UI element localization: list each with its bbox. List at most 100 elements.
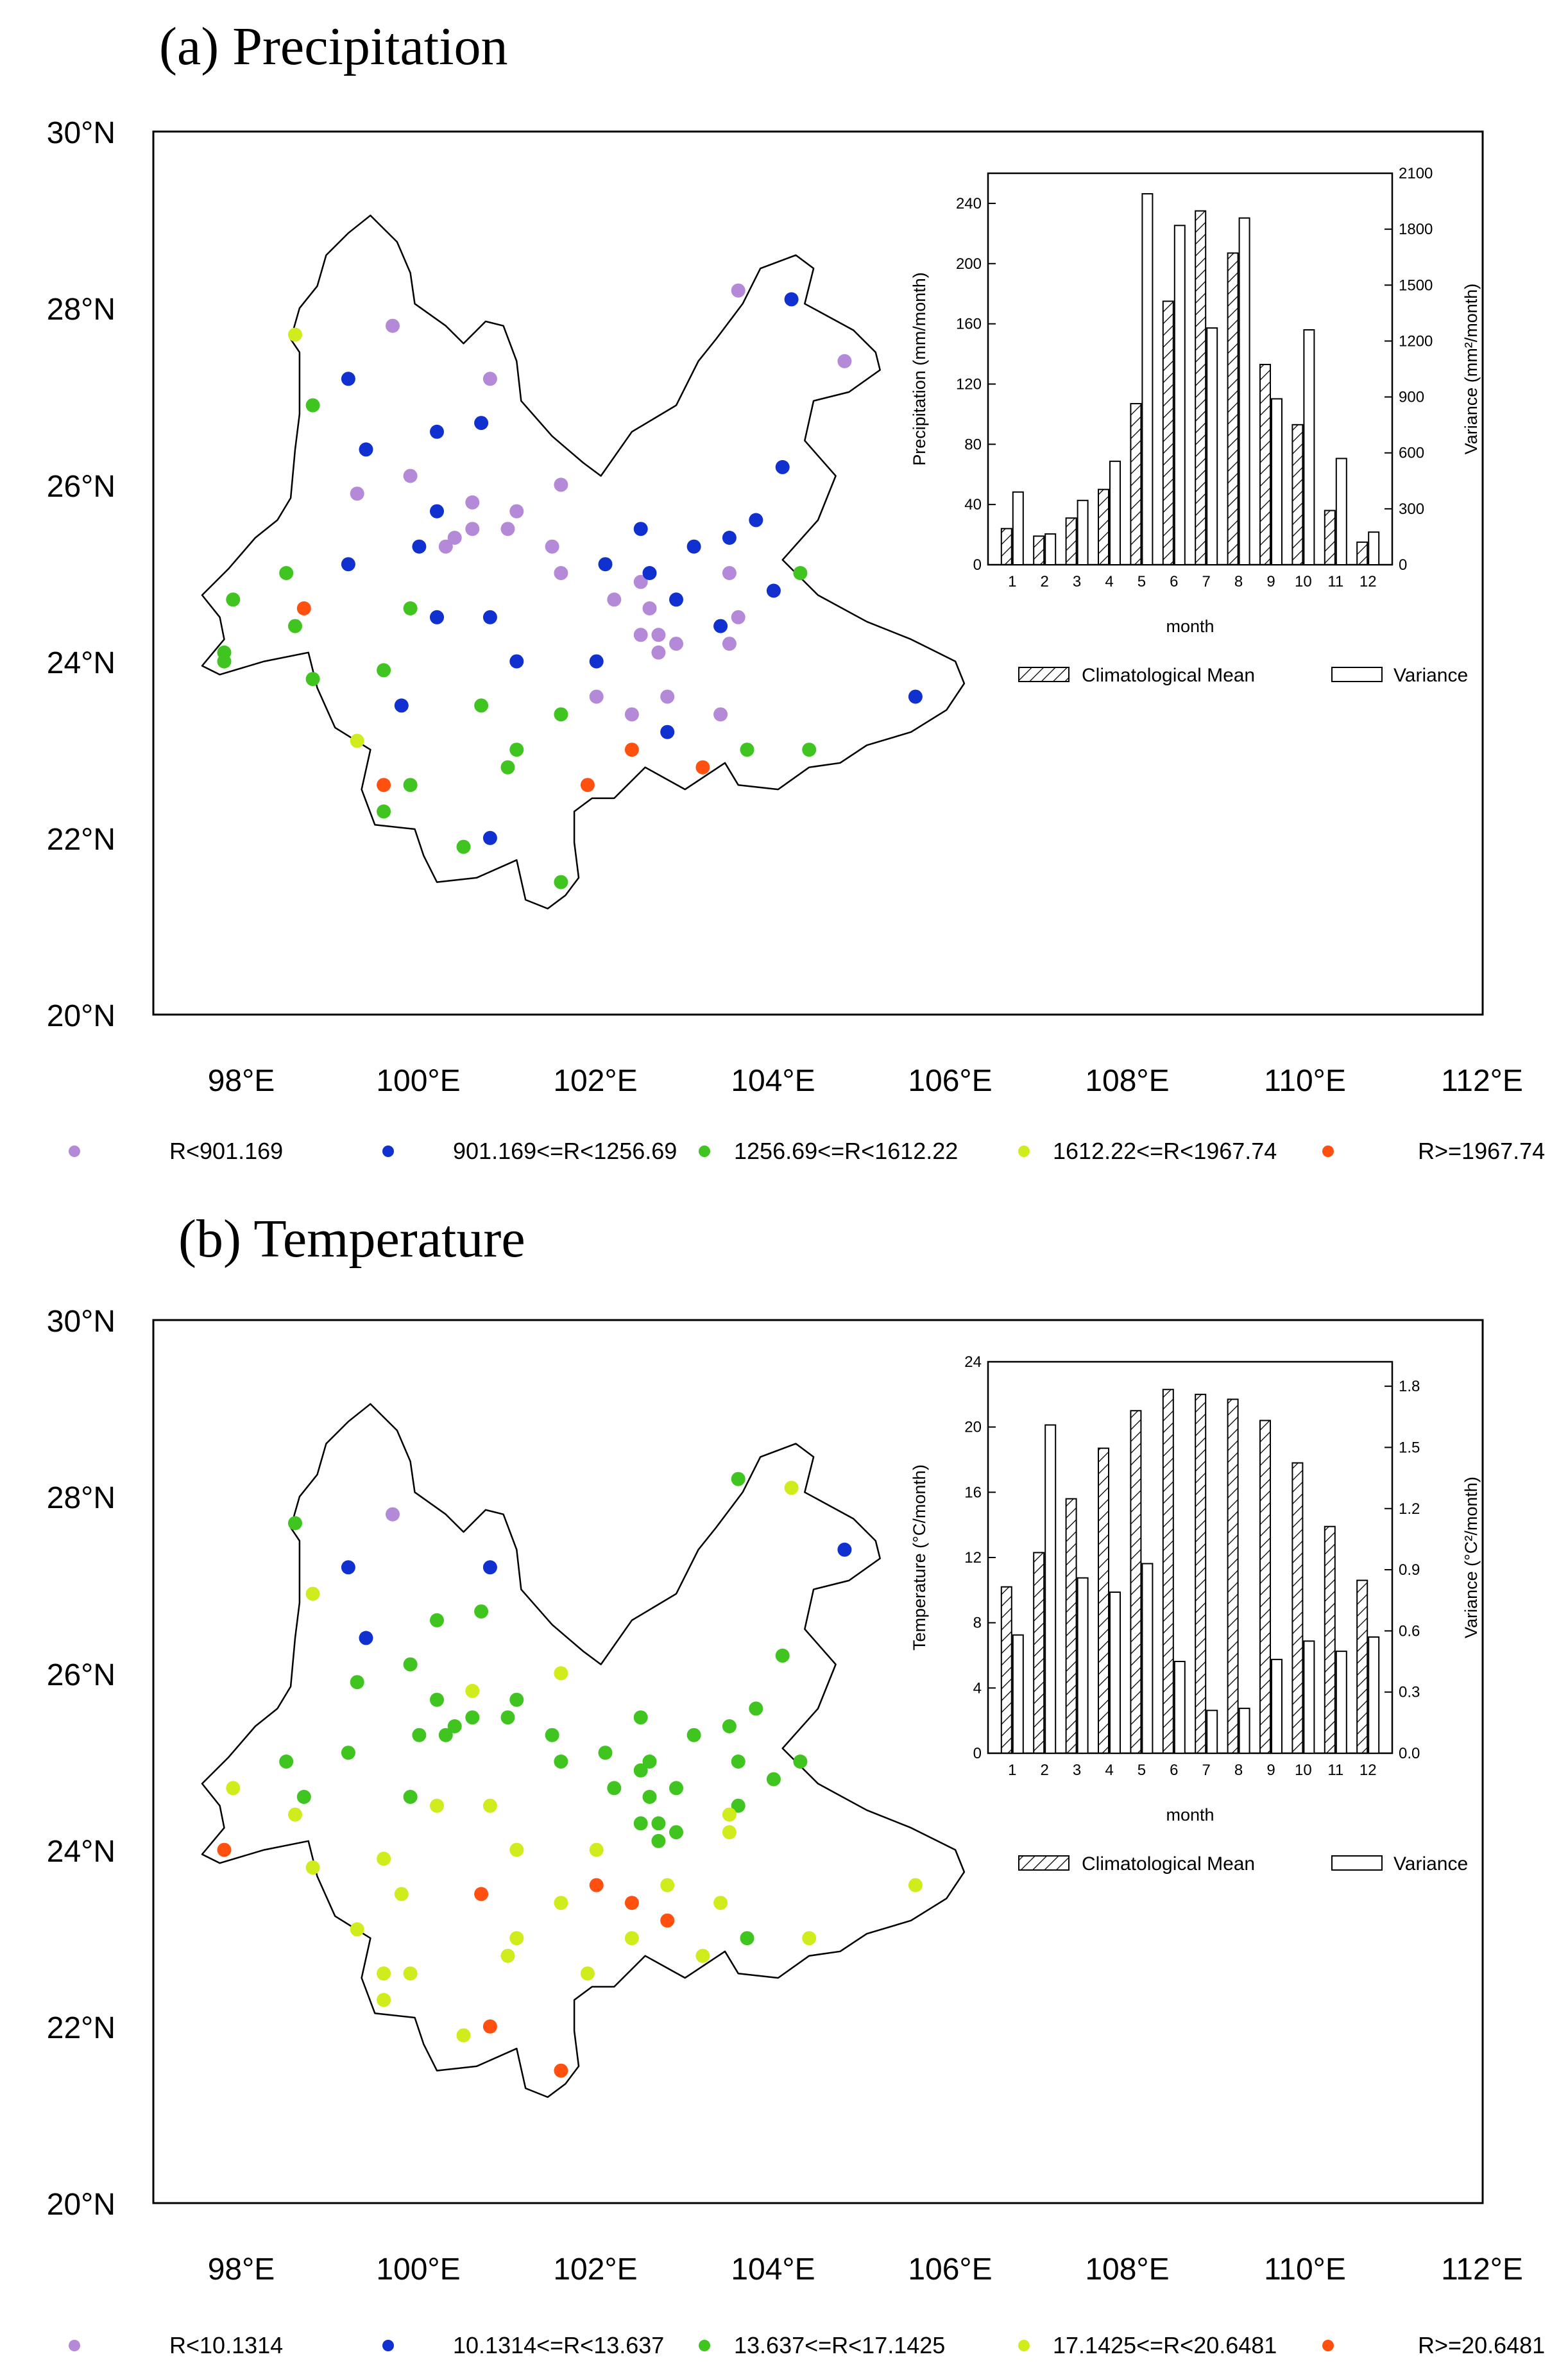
station-point bbox=[651, 628, 666, 642]
inset-legend-variance: Variance bbox=[1393, 1853, 1468, 1875]
station-points bbox=[217, 283, 923, 889]
station-point bbox=[633, 574, 648, 589]
legend-dot-class1 bbox=[69, 1146, 80, 1157]
inset-y-tick-label: 24 bbox=[964, 1353, 982, 1371]
station-point bbox=[554, 1755, 568, 1769]
station-point bbox=[749, 513, 763, 528]
inset-y2-tick-label: 2100 bbox=[1399, 165, 1433, 182]
station-point bbox=[288, 1516, 302, 1531]
station-point bbox=[482, 372, 497, 386]
mean-bar bbox=[1033, 1552, 1045, 1754]
station-point bbox=[482, 610, 497, 624]
legend-swatch-hatched bbox=[1018, 667, 1069, 682]
inset-x-tick-label: 5 bbox=[1138, 1762, 1146, 1779]
inset-y-tick-label: 0 bbox=[973, 1745, 982, 1762]
station-point bbox=[288, 1807, 302, 1822]
station-point bbox=[598, 557, 613, 572]
inset-x-tick-label: 11 bbox=[1327, 1762, 1343, 1779]
station-point bbox=[554, 875, 568, 889]
station-point bbox=[669, 637, 683, 651]
lat-tick-label: 24°N bbox=[47, 646, 115, 680]
variance-bar bbox=[1206, 1710, 1218, 1754]
lat-tick-label: 26°N bbox=[47, 470, 115, 504]
station-point bbox=[474, 1887, 489, 1901]
mean-bar bbox=[1033, 535, 1045, 566]
lat-tick-label: 30°N bbox=[47, 116, 115, 150]
inset-y2-tick-label: 1.2 bbox=[1399, 1500, 1420, 1518]
station-point bbox=[377, 1966, 391, 1981]
mean-bar bbox=[1291, 424, 1304, 565]
station-point bbox=[412, 1728, 427, 1742]
legend-dot-class1 bbox=[69, 2340, 80, 2351]
station-point bbox=[713, 619, 728, 633]
station-point bbox=[651, 645, 666, 660]
mean-bar bbox=[1162, 1389, 1174, 1754]
station-point bbox=[607, 1781, 622, 1796]
station-point bbox=[633, 1710, 648, 1725]
station-point bbox=[386, 1507, 400, 1522]
station-point bbox=[465, 522, 480, 536]
station-point bbox=[802, 742, 817, 757]
station-point bbox=[580, 778, 595, 793]
panel-title: (a) Precipitation bbox=[159, 17, 507, 76]
station-point bbox=[722, 1825, 737, 1840]
station-point bbox=[403, 778, 418, 793]
station-point bbox=[740, 742, 754, 757]
inset-y2-tick-label: 0.9 bbox=[1399, 1561, 1420, 1579]
station-point bbox=[642, 566, 657, 580]
station-point bbox=[633, 628, 648, 642]
station-point bbox=[430, 610, 444, 624]
inset-x-tick-label: 8 bbox=[1234, 573, 1243, 590]
variance-bar bbox=[1368, 531, 1380, 566]
lon-tick-label: 108°E bbox=[1085, 1064, 1169, 1098]
station-point bbox=[509, 1692, 524, 1707]
station-point bbox=[784, 1480, 799, 1495]
class-legend: R<901.169 901.169<=R<1256.69 1256.69<=R<… bbox=[69, 1138, 1545, 1164]
inset-y-tick-label: 0 bbox=[973, 556, 982, 574]
inset-x-tick-label: 3 bbox=[1073, 573, 1081, 590]
station-point bbox=[554, 707, 568, 722]
station-point bbox=[651, 1833, 666, 1848]
variance-bar bbox=[1368, 1636, 1380, 1754]
mean-bar bbox=[1065, 517, 1077, 565]
inset-y2-tick-label: 600 bbox=[1399, 445, 1424, 462]
lon-tick-label: 104°E bbox=[731, 2253, 815, 2287]
station-point bbox=[403, 601, 418, 615]
station-point bbox=[722, 566, 737, 580]
inset-y-label: Temperature (°C/month) bbox=[910, 1464, 929, 1651]
station-point bbox=[802, 1931, 817, 1946]
yunnan-boundary bbox=[201, 214, 966, 910]
station-point bbox=[589, 689, 604, 704]
station-point bbox=[731, 1798, 746, 1813]
legend-label: R<10.1314 bbox=[169, 2332, 283, 2358]
station-point bbox=[430, 424, 444, 439]
inset-x-tick-label: 9 bbox=[1266, 573, 1275, 590]
station-point bbox=[624, 707, 639, 722]
inset-x-tick-label: 2 bbox=[1041, 573, 1049, 590]
station-point bbox=[908, 689, 923, 704]
station-point bbox=[377, 663, 391, 678]
station-point bbox=[589, 1842, 604, 1857]
inset-y-tick-label: 200 bbox=[956, 255, 982, 273]
station-point bbox=[722, 637, 737, 651]
station-point bbox=[377, 778, 391, 793]
station-point bbox=[341, 557, 355, 572]
station-point bbox=[474, 416, 489, 431]
station-point bbox=[686, 539, 701, 554]
variance-bar bbox=[1335, 458, 1347, 566]
station-point bbox=[403, 468, 418, 483]
variance-bar bbox=[1109, 460, 1121, 565]
inset-x-tick-label: 6 bbox=[1170, 573, 1178, 590]
station-point bbox=[386, 318, 400, 333]
station-point bbox=[465, 1710, 480, 1725]
inset-y2-tick-label: 900 bbox=[1399, 389, 1424, 406]
station-point bbox=[217, 1842, 232, 1857]
class-legend: R<10.1314 10.1314<=R<13.637 13.637<=R<17… bbox=[69, 2332, 1545, 2358]
legend-dot-class5 bbox=[1322, 2340, 1334, 2351]
station-point bbox=[482, 2019, 497, 2034]
variance-bar bbox=[1012, 1634, 1024, 1755]
station-point bbox=[482, 830, 497, 845]
station-point bbox=[341, 372, 355, 386]
lon-tick-label: 106°E bbox=[908, 2253, 992, 2287]
lon-tick-label: 110°E bbox=[1264, 2253, 1346, 2287]
